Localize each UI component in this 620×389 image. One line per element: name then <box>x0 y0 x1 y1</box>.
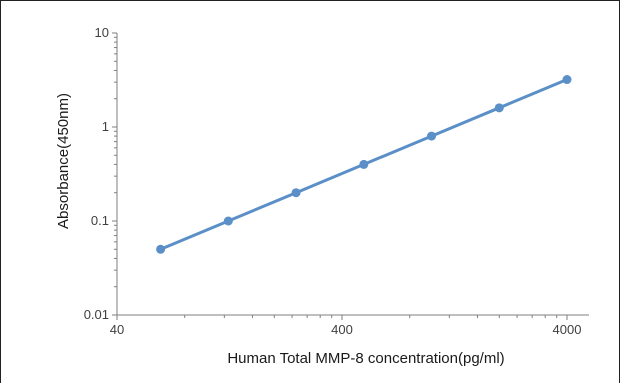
y-tick-label-2: 0.1 <box>91 213 109 228</box>
y-axis-ticks <box>112 32 117 316</box>
y-tick-label-0: 10 <box>95 25 109 40</box>
data-point-3 <box>359 159 369 169</box>
x-axis-ticks <box>116 315 568 320</box>
data-point-2 <box>291 188 301 198</box>
y-tick-label-3: 0.01 <box>84 307 109 322</box>
data-point-0 <box>156 244 166 254</box>
y-tick-labels: 10 1 0.1 0.01 <box>84 25 109 322</box>
y-tick-label-1: 1 <box>102 119 109 134</box>
series-layer <box>156 75 572 254</box>
x-tick-label-2: 4000 <box>553 322 582 337</box>
data-point-4 <box>427 131 437 141</box>
data-point-1 <box>223 216 233 226</box>
x-tick-labels: 40 400 4000 <box>110 322 582 337</box>
x-axis-title: Human Total MMP-8 concentration(pg/ml) <box>227 350 504 367</box>
y-axis-title: Absorbance(450nm) <box>55 93 72 229</box>
data-point-6 <box>562 75 572 85</box>
data-point-5 <box>494 103 504 113</box>
x-tick-label-0: 40 <box>110 322 124 337</box>
x-tick-label-1: 400 <box>331 322 353 337</box>
